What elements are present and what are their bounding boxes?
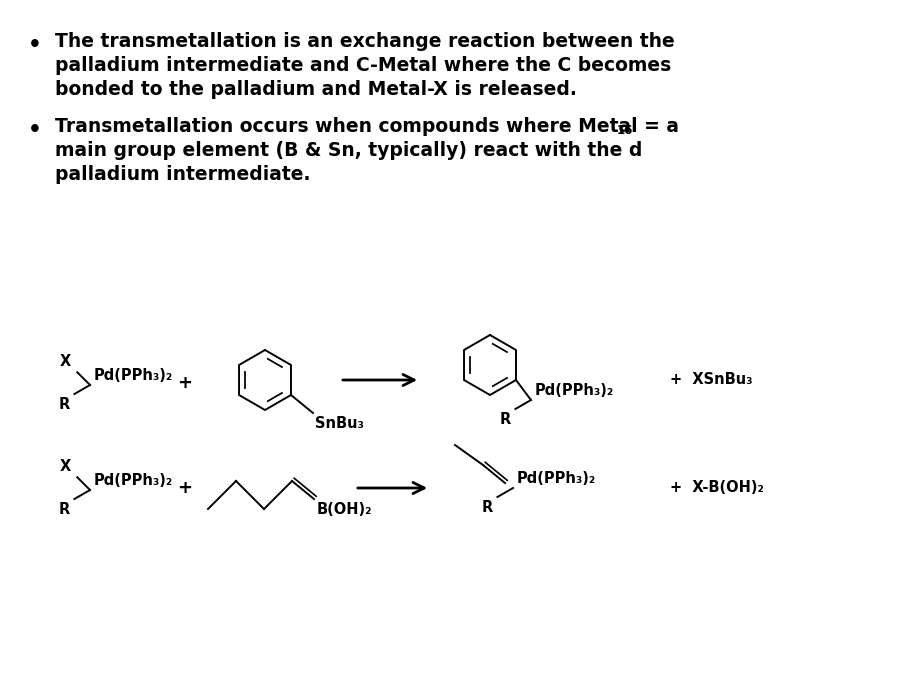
Text: SnBu₃: SnBu₃	[315, 416, 364, 431]
Text: B(OH)₂: B(OH)₂	[317, 502, 373, 517]
Text: R: R	[482, 500, 492, 515]
Text: main group element (B & Sn, typically) react with the d: main group element (B & Sn, typically) r…	[55, 141, 643, 160]
Text: R: R	[58, 397, 69, 412]
Text: +  X-B(OH)₂: + X-B(OH)₂	[670, 481, 764, 495]
Text: +  XSnBu₃: + XSnBu₃	[670, 373, 752, 387]
Text: bonded to the palladium and Metal-X is released.: bonded to the palladium and Metal-X is r…	[55, 80, 577, 99]
Text: Pd(PPh₃)₂: Pd(PPh₃)₂	[94, 368, 173, 383]
Text: The transmetallation is an exchange reaction between the: The transmetallation is an exchange reac…	[55, 32, 675, 51]
Text: X: X	[60, 459, 71, 475]
Text: R: R	[500, 412, 510, 427]
Text: R: R	[58, 502, 69, 517]
Text: 16: 16	[617, 124, 634, 137]
Text: •: •	[28, 120, 41, 140]
Text: Transmetallation occurs when compounds where Metal = a: Transmetallation occurs when compounds w…	[55, 117, 679, 136]
Text: palladium intermediate and C-Metal where the C becomes: palladium intermediate and C-Metal where…	[55, 56, 671, 75]
Text: X: X	[60, 354, 71, 369]
Text: +: +	[177, 479, 193, 497]
Text: +: +	[177, 374, 193, 392]
Text: •: •	[28, 35, 41, 55]
Text: Pd(PPh₃)₂: Pd(PPh₃)₂	[94, 473, 173, 488]
Text: Pd(PPh₃)₂: Pd(PPh₃)₂	[517, 471, 596, 486]
Text: Pd(PPh₃)₂: Pd(PPh₃)₂	[535, 383, 614, 398]
Text: palladium intermediate.: palladium intermediate.	[55, 165, 310, 184]
